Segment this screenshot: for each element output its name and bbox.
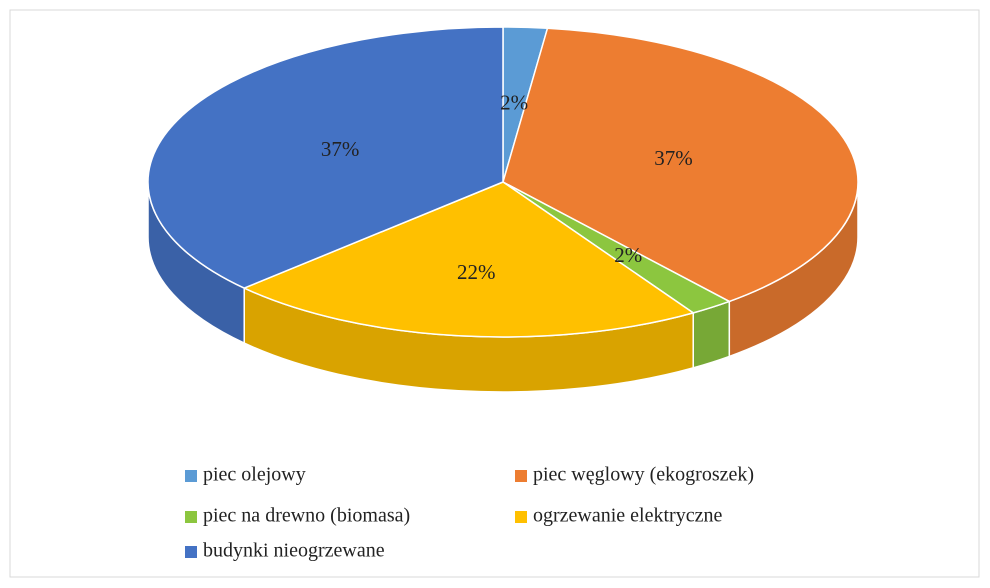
slice — [242, 181, 695, 338]
legend-swatch — [185, 470, 197, 482]
legend-label: budynki nieogrzewane — [203, 540, 385, 562]
legend-swatch — [185, 511, 197, 523]
legend-swatch — [515, 511, 527, 523]
data-label: 2% — [614, 243, 642, 267]
slice — [502, 27, 859, 303]
data-label: 2% — [500, 90, 528, 114]
legend-label: piec węglowy (ekogroszek) — [533, 464, 754, 486]
legend-swatch — [185, 546, 197, 558]
legend-label: ogrzewanie elektryczne — [533, 505, 722, 527]
legend-swatch — [515, 470, 527, 482]
legend-label: piec olejowy — [203, 464, 306, 486]
data-label: 22% — [457, 260, 496, 284]
slice — [147, 26, 504, 289]
legend-label: piec na drewno (biomasa) — [203, 505, 410, 527]
data-label: 37% — [654, 146, 693, 170]
data-label: 37% — [321, 137, 360, 161]
